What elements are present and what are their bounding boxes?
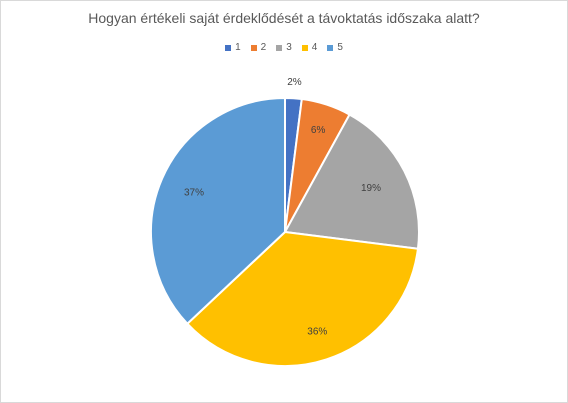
slice-label-1: 2% (287, 77, 302, 88)
slice-label-4: 36% (307, 326, 327, 337)
slice-label-3: 19% (361, 183, 381, 194)
legend-item-3: 3 (276, 42, 292, 53)
legend-item-5: 5 (327, 42, 343, 53)
pie-slice-3 (283, 113, 420, 250)
legend-item-4: 4 (301, 42, 318, 53)
legend-swatch-4 (301, 44, 308, 51)
pie-slice-4 (185, 230, 420, 367)
legend-label-4: 4 (311, 42, 318, 53)
legend-swatch-2 (250, 44, 257, 51)
legend: 1 2 3 4 5 (1, 42, 567, 53)
slice-label-5: 37% (184, 188, 204, 199)
legend-swatch-5 (327, 44, 334, 51)
legend-swatch-3 (276, 44, 283, 51)
slice-label-2: 6% (311, 125, 326, 136)
legend-item-2: 2 (250, 42, 267, 53)
chart-title: Hogyan értékeli saját érdeklődését a táv… (88, 10, 480, 26)
legend-item-1: 1 (225, 42, 241, 53)
legend-swatch-1 (225, 44, 232, 51)
legend-label-3: 3 (286, 42, 292, 53)
legend-label-5: 5 (337, 42, 343, 53)
pie-slice-5 (150, 96, 286, 326)
legend-label-2: 2 (260, 42, 267, 53)
legend-label-1: 1 (235, 42, 241, 53)
